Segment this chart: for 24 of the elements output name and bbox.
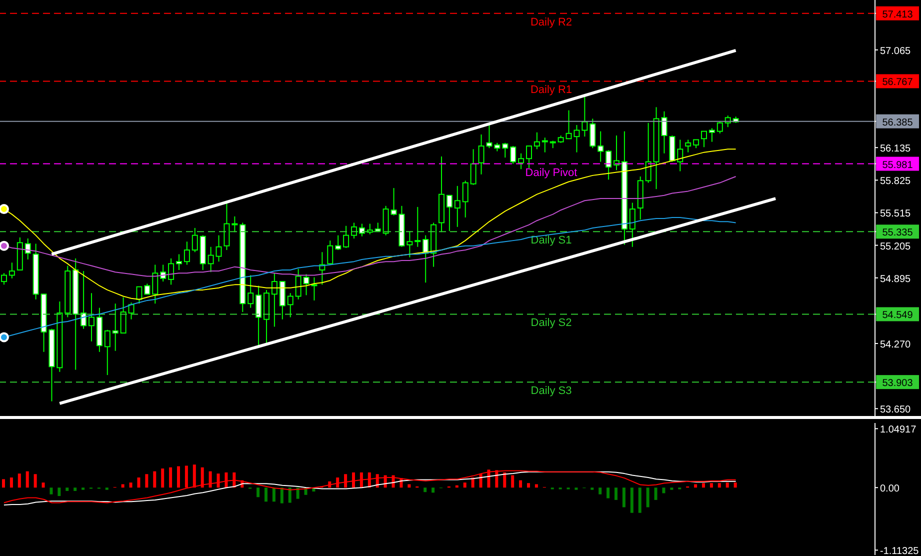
ref-line-label: Daily S1 [530, 234, 572, 247]
ref-line-label: Daily Pivot [525, 166, 578, 179]
y-tick-label: 57.413 [882, 9, 914, 20]
y-tick-label: 55.205 [880, 241, 912, 252]
y-tick-label: 53.903 [882, 378, 914, 390]
y-tick-label: 54.270 [880, 340, 912, 351]
y-tick-label: 56.135 [880, 144, 912, 155]
y-tick-label: 1.04917 [880, 424, 917, 436]
y-tick-label: 55.825 [880, 176, 912, 188]
y-tick-label: 56.385 [882, 117, 914, 128]
ref-line-label: Daily S2 [530, 317, 572, 330]
y-tick-label: 55.335 [882, 228, 914, 239]
y-tick-label: 53.650 [880, 404, 912, 416]
y-tick-label: 55.981 [882, 160, 914, 171]
y-tick-label: 54.895 [880, 274, 912, 285]
y-tick-label: -1.11325 [880, 546, 920, 556]
y-tick-label: 54.549 [882, 310, 914, 322]
ref-line-label: Daily R2 [530, 16, 572, 28]
y-tick-label: 57.065 [880, 46, 912, 57]
y-tick-label: 56.767 [882, 77, 914, 88]
y-tick-label: 0.00 [880, 484, 900, 495]
y-tick-label: 55.515 [880, 208, 912, 220]
ref-line-label: Daily R1 [530, 84, 572, 96]
ref-line-label: Daily S3 [530, 385, 572, 398]
